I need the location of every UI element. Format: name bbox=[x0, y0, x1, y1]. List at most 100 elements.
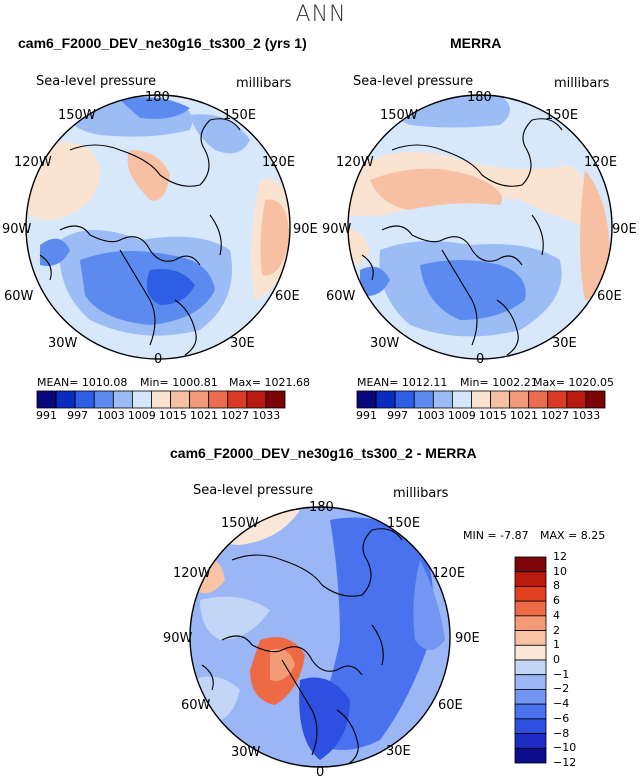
panel2-lon-180: 180 bbox=[467, 90, 492, 105]
panel2-lon-60e: 60E bbox=[597, 289, 622, 304]
panel3-lon-180: 180 bbox=[309, 500, 334, 515]
panel1-max: Max= 1021.68 bbox=[229, 376, 310, 389]
panel3-units-label: millibars bbox=[393, 486, 449, 501]
colorbar-tick-label: 10 bbox=[553, 564, 567, 578]
panel3-lon-0: 0 bbox=[316, 765, 325, 780]
colorbar-tick-label: 4 bbox=[553, 608, 560, 622]
colorbar-tick-label: −12 bbox=[553, 756, 577, 769]
colorbar-tick-label: −6 bbox=[553, 711, 570, 725]
panel3-max: MAX = 8.25 bbox=[540, 529, 606, 542]
panel2-lon-30w: 30W bbox=[370, 336, 400, 351]
panel3-variable-label: Sea-level pressure bbox=[193, 483, 314, 498]
colorbar-tick-label: 6 bbox=[553, 594, 560, 608]
colorbar-swatch bbox=[514, 556, 547, 573]
panel3-lon-90w: 90W bbox=[163, 631, 193, 646]
panel1-colorbar-labels: 991 997 1003 1009 1015 1021 1027 1033 bbox=[36, 409, 285, 423]
colorbar-tick-label: −1 bbox=[553, 667, 570, 681]
panel2-colorbar-labels: 991 997 1003 1009 1015 1021 1027 1033 bbox=[356, 409, 605, 423]
panel1-units-label: millibars bbox=[236, 76, 292, 91]
panel3-lon-150w: 150W bbox=[221, 516, 259, 531]
colorbar-tick-label: 1027 bbox=[541, 409, 570, 422]
colorbar-tick-label: 1003 bbox=[416, 409, 445, 422]
colorbar-tick-label: 1027 bbox=[221, 409, 250, 422]
colorbar-swatch bbox=[514, 571, 547, 587]
panel1-lon-180: 180 bbox=[145, 90, 170, 105]
panel1-title: cam6_F2000_DEV_ne30g16_ts300_2 (yrs 1) bbox=[18, 35, 307, 51]
panel2-lon-150e: 150E bbox=[545, 108, 579, 123]
colorbar-tick-label: 2 bbox=[553, 623, 560, 637]
panel1-lon-30w: 30W bbox=[48, 336, 78, 351]
colorbar-swatch bbox=[514, 703, 547, 720]
colorbar-swatch bbox=[514, 674, 547, 690]
panel1-lon-30e: 30E bbox=[230, 336, 255, 351]
colorbar-tick-label: −8 bbox=[553, 726, 570, 740]
panel2-lon-120e: 120E bbox=[584, 155, 618, 170]
panel3-colorbar-labels: 12 10 8 6 4 2 1 0 −1 −2 −4 −6 −8 −10 −12 bbox=[553, 550, 593, 769]
panel2-max: Max= 1020.05 bbox=[533, 376, 614, 389]
panel2-colorbar bbox=[356, 390, 606, 409]
panel1-lon-90e: 90E bbox=[293, 222, 318, 237]
colorbar-tick-label: 1009 bbox=[447, 409, 476, 422]
panel3-lon-120e: 120E bbox=[432, 566, 466, 581]
colorbar-swatch bbox=[514, 747, 547, 764]
colorbar-swatch bbox=[514, 689, 547, 705]
panel3-title: cam6_F2000_DEV_ne30g16_ts300_2 - MERRA bbox=[170, 445, 477, 461]
panel3-lon-120w: 120W bbox=[173, 566, 211, 581]
colorbar-tick-label: 1015 bbox=[478, 409, 507, 422]
panel1-lon-90w: 90W bbox=[2, 222, 32, 237]
panel1-lon-0: 0 bbox=[154, 352, 163, 367]
figure-season-title: ANN bbox=[295, 2, 347, 27]
colorbar-tick-label: 997 bbox=[67, 409, 89, 422]
colorbar-tick-label: 1009 bbox=[127, 409, 156, 422]
panel3-lon-30w: 30W bbox=[231, 745, 261, 760]
colorbar-tick-label: 1003 bbox=[96, 409, 125, 422]
panel3-lon-30e: 30E bbox=[386, 744, 411, 759]
colorbar-tick-label: 1033 bbox=[572, 409, 601, 422]
colorbar-tick-label: 997 bbox=[387, 409, 409, 422]
colorbar-tick-label: 991 bbox=[356, 409, 378, 422]
colorbar-swatch bbox=[265, 390, 286, 409]
panel2-lon-90e: 90E bbox=[612, 222, 637, 237]
colorbar-tick-label: 1021 bbox=[190, 409, 218, 422]
panel1-lon-60w: 60W bbox=[4, 289, 34, 304]
colorbar-tick-label: 1015 bbox=[158, 409, 187, 422]
colorbar-swatch bbox=[514, 659, 547, 676]
panel2-lon-60w: 60W bbox=[326, 289, 356, 304]
panel3-lon-60e: 60E bbox=[438, 698, 463, 713]
panel2-lon-120w: 120W bbox=[336, 155, 374, 170]
panel1-lon-60e: 60E bbox=[275, 289, 300, 304]
colorbar-tick-label: 1 bbox=[553, 638, 560, 652]
colorbar-tick-label: 1021 bbox=[510, 409, 538, 422]
colorbar-tick-label: 0 bbox=[553, 653, 560, 666]
panel1-lon-150e: 150E bbox=[223, 108, 257, 123]
panel1-lon-120w: 120W bbox=[14, 155, 52, 170]
panel3-colorbar bbox=[514, 556, 547, 764]
panel2-units-label: millibars bbox=[554, 76, 610, 91]
panel2-lon-150w: 150W bbox=[380, 108, 418, 123]
colorbar-swatch bbox=[585, 390, 606, 409]
panel2-variable-label: Sea-level pressure bbox=[353, 74, 474, 89]
panel1-variable-label: Sea-level pressure bbox=[36, 74, 157, 89]
colorbar-swatch bbox=[514, 586, 547, 602]
panel2-lon-90w: 90W bbox=[322, 222, 352, 237]
panel1-lon-150w: 150W bbox=[58, 108, 96, 123]
panel1-mean: MEAN= 1010.08 bbox=[37, 376, 128, 389]
panel2-lon-30e: 30E bbox=[552, 336, 577, 351]
colorbar-tick-label: 1033 bbox=[252, 409, 281, 422]
panel1-colorbar bbox=[36, 390, 286, 409]
panel3-min: MIN = -7.87 bbox=[463, 529, 529, 542]
colorbar-swatch bbox=[514, 644, 547, 661]
colorbar-tick-label: 991 bbox=[36, 409, 58, 422]
colorbar-tick-label: −2 bbox=[553, 682, 570, 696]
colorbar-swatch bbox=[514, 615, 547, 631]
panel2-lon-0: 0 bbox=[476, 352, 485, 367]
colorbar-tick-label: 8 bbox=[553, 579, 560, 593]
colorbar-swatch bbox=[514, 733, 547, 749]
colorbar-tick-label: −4 bbox=[553, 697, 570, 711]
colorbar-swatch bbox=[514, 630, 547, 646]
panel1-lon-120e: 120E bbox=[262, 155, 296, 170]
panel2-min: Min= 1002.21 bbox=[460, 376, 538, 389]
panel2-mean: MEAN= 1012.11 bbox=[357, 376, 448, 389]
